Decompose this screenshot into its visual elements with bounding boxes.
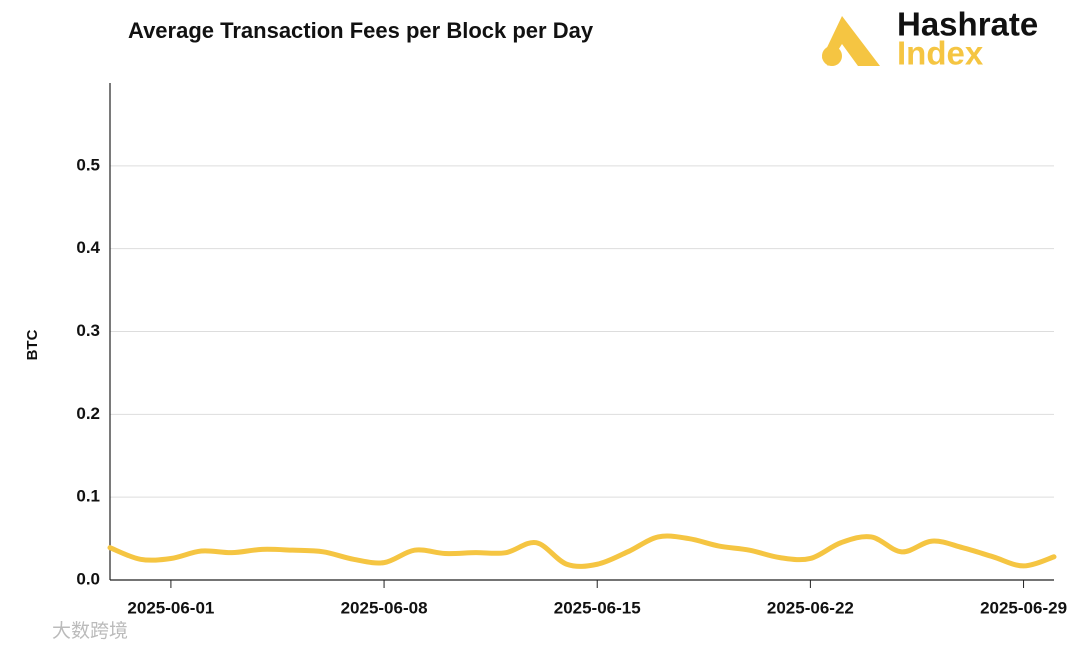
y-axis-label: BTC [24, 329, 41, 360]
y-tick-label: 0.5 [76, 155, 100, 174]
x-tick-label: 2025-06-29 [980, 598, 1067, 617]
chart-title: Average Transaction Fees per Block per D… [128, 18, 594, 43]
y-tick-label: 0.0 [76, 569, 100, 588]
x-tick-label: 2025-06-01 [127, 598, 214, 617]
x-tick-label: 2025-06-15 [554, 598, 641, 617]
logo-icon [822, 16, 880, 66]
logo-text: Index [897, 35, 984, 72]
watermark: 大数跨境 [52, 620, 128, 642]
logo: Hashrate Index [822, 6, 1038, 72]
y-tick-label: 0.2 [76, 404, 100, 423]
x-tick-label: 2025-06-08 [341, 598, 428, 617]
y-tick-label: 0.4 [76, 238, 100, 257]
y-tick-label: 0.1 [76, 487, 100, 506]
y-tick-label: 0.3 [76, 321, 100, 340]
logo-icon [822, 46, 842, 66]
line [107, 533, 1057, 569]
logo-text: Hashrate [897, 6, 1038, 43]
x-tick-label: 2025-06-22 [767, 598, 854, 617]
